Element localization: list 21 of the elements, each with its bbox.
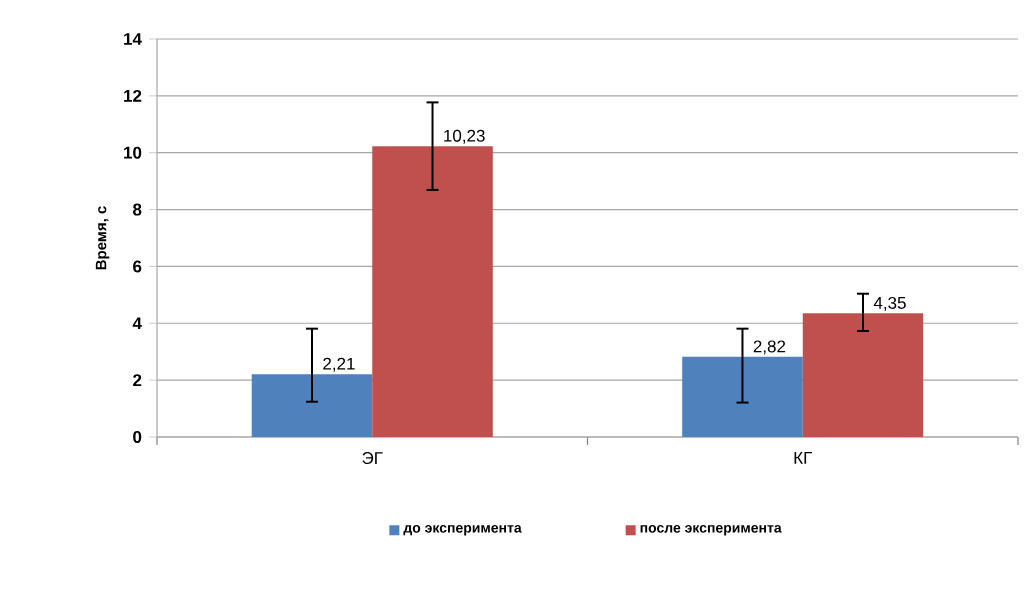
data-label: 2,21	[323, 357, 355, 372]
data-label: 10,23	[444, 129, 485, 144]
y-tick-label: 2	[133, 374, 142, 387]
x-tick-label: ЭГ	[362, 452, 383, 465]
x-tick-label: КГ	[794, 452, 812, 464]
y-tick-label: 12	[124, 89, 142, 102]
y-axis-title: Время, с	[95, 206, 110, 270]
legend-label: до эксперимента	[403, 524, 522, 536]
y-tick-label: 6	[133, 260, 142, 273]
y-tick-label: 8	[133, 203, 142, 216]
bar	[802, 313, 924, 437]
y-tick-label: 4	[132, 317, 142, 330]
legend-label: после эксперимента	[640, 524, 782, 536]
y-tick-label: 10	[124, 146, 142, 159]
bar	[372, 146, 493, 437]
data-label: 4,35	[873, 296, 906, 311]
bar	[682, 356, 803, 437]
data-label: 2,82	[753, 340, 786, 355]
y-tick-label: 0	[133, 430, 142, 443]
y-tick-label: 14	[124, 33, 142, 45]
bar	[251, 374, 373, 437]
